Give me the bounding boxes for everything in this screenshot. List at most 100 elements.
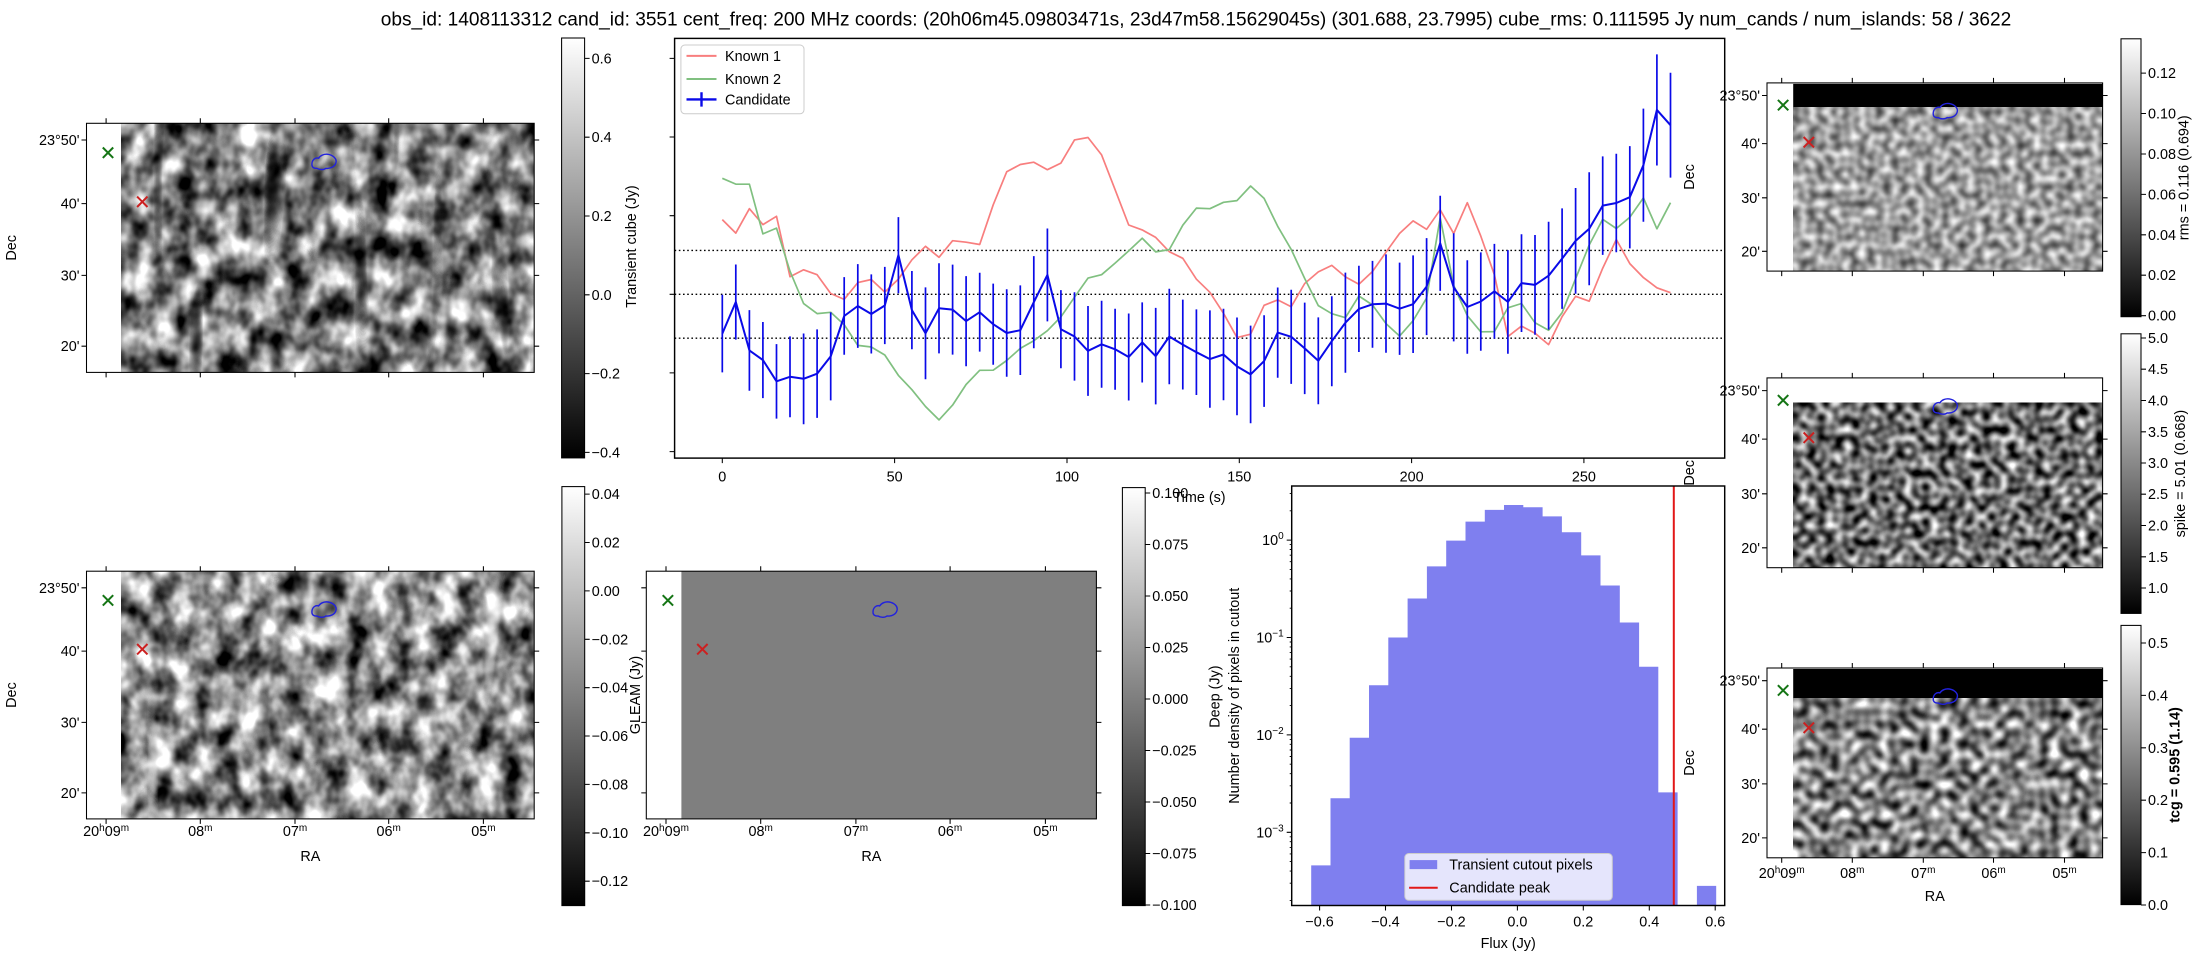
svg-text:23°50': 23°50' [1719, 384, 1760, 400]
svg-text:Dec: Dec [4, 682, 20, 708]
svg-text:Dec: Dec [1682, 460, 1698, 486]
svg-text:23°50': 23°50' [39, 133, 80, 149]
svg-text:−0.04: −0.04 [592, 681, 628, 697]
svg-text:−0.6: −0.6 [1305, 915, 1333, 931]
svg-text:0.2: 0.2 [592, 209, 612, 225]
svg-text:23°50': 23°50' [39, 581, 80, 597]
svg-text:40': 40' [61, 197, 80, 213]
svg-text:−0.10: −0.10 [592, 826, 628, 842]
svg-text:0.025: 0.025 [1152, 641, 1188, 657]
svg-text:−0.12: −0.12 [592, 874, 628, 890]
svg-text:0.04: 0.04 [2148, 228, 2176, 244]
svg-text:4.5: 4.5 [2148, 362, 2168, 378]
svg-text:20': 20' [1741, 541, 1760, 557]
svg-text:0.06: 0.06 [2148, 187, 2176, 203]
svg-text:20h09m: 20h09m [643, 823, 689, 840]
svg-text:0.1: 0.1 [2148, 846, 2168, 862]
svg-text:30': 30' [1741, 777, 1760, 793]
svg-text:−0.2: −0.2 [592, 367, 620, 383]
svg-text:23°50': 23°50' [1719, 89, 1760, 105]
svg-text:0.02: 0.02 [592, 536, 620, 552]
svg-text:0.2: 0.2 [1573, 915, 1593, 931]
svg-text:200: 200 [1400, 470, 1424, 486]
svg-text:0.08: 0.08 [2148, 147, 2176, 163]
svg-text:3.5: 3.5 [2148, 425, 2168, 441]
svg-text:0.4: 0.4 [2148, 688, 2168, 704]
svg-text:150: 150 [1227, 470, 1251, 486]
svg-text:250: 250 [1572, 470, 1596, 486]
svg-text:20': 20' [1741, 244, 1760, 260]
svg-text:20h09m: 20h09m [83, 823, 129, 840]
svg-text:tcg = 0.595 (1.14): tcg = 0.595 (1.14) [2167, 707, 2183, 823]
svg-text:−0.025: −0.025 [1152, 744, 1196, 760]
svg-text:0.10: 0.10 [2148, 107, 2176, 123]
svg-text:40': 40' [61, 644, 80, 660]
svg-text:1.5: 1.5 [2148, 550, 2168, 566]
svg-text:Transient cutout pixels: Transient cutout pixels [1449, 857, 1592, 873]
svg-text:20h09m: 20h09m [1759, 865, 1805, 882]
svg-text:40': 40' [1741, 137, 1760, 153]
svg-text:Dec: Dec [1682, 164, 1698, 190]
svg-text:Known 1: Known 1 [725, 49, 781, 65]
svg-text:0.04: 0.04 [592, 487, 620, 503]
svg-text:−0.02: −0.02 [592, 632, 628, 648]
svg-text:−0.050: −0.050 [1152, 795, 1196, 811]
svg-text:−0.06: −0.06 [592, 729, 628, 745]
svg-text:0.00: 0.00 [2148, 309, 2176, 325]
svg-text:1.0: 1.0 [2148, 581, 2168, 597]
svg-text:RA: RA [1925, 889, 1945, 905]
svg-text:0.02: 0.02 [2148, 268, 2176, 284]
svg-text:40': 40' [1741, 722, 1760, 738]
svg-text:0.0: 0.0 [592, 288, 612, 304]
svg-text:30': 30' [1741, 487, 1760, 503]
svg-text:Known 2: Known 2 [725, 72, 781, 88]
svg-text:RA: RA [861, 849, 881, 865]
svg-text:0.050: 0.050 [1152, 589, 1188, 605]
svg-text:−0.100: −0.100 [1152, 898, 1196, 914]
svg-text:30': 30' [61, 715, 80, 731]
svg-text:Transient cube (Jy): Transient cube (Jy) [624, 185, 640, 308]
svg-text:−0.08: −0.08 [592, 777, 628, 793]
svg-text:−0.075: −0.075 [1152, 847, 1196, 863]
svg-text:0.075: 0.075 [1152, 538, 1188, 554]
svg-text:−0.4: −0.4 [1371, 915, 1399, 931]
svg-text:Dec: Dec [4, 235, 20, 261]
svg-text:0.2: 0.2 [2148, 793, 2168, 809]
svg-text:−0.2: −0.2 [1437, 915, 1465, 931]
svg-text:50: 50 [887, 470, 903, 486]
svg-text:20': 20' [1741, 831, 1760, 847]
svg-text:0.4: 0.4 [1639, 915, 1659, 931]
svg-text:30': 30' [1741, 191, 1760, 207]
svg-text:0.00: 0.00 [592, 584, 620, 600]
svg-text:0.0: 0.0 [2148, 898, 2168, 914]
svg-text:0.6: 0.6 [1705, 915, 1725, 931]
svg-text:23°50': 23°50' [1719, 674, 1760, 690]
svg-text:2.5: 2.5 [2148, 487, 2168, 503]
svg-text:100: 100 [1055, 470, 1079, 486]
svg-text:30': 30' [61, 268, 80, 284]
svg-text:−0.4: −0.4 [592, 445, 620, 461]
svg-text:RA: RA [300, 849, 320, 865]
svg-text:Deep (Jy): Deep (Jy) [1208, 665, 1224, 727]
svg-text:0.100: 0.100 [1152, 486, 1188, 502]
svg-text:20': 20' [61, 339, 80, 355]
svg-text:Flux (Jy): Flux (Jy) [1481, 936, 1536, 952]
svg-text:GLEAM (Jy): GLEAM (Jy) [628, 656, 644, 734]
svg-text:0.000: 0.000 [1152, 692, 1188, 708]
svg-text:5.0: 5.0 [2148, 331, 2168, 347]
svg-text:Candidate peak: Candidate peak [1449, 881, 1551, 897]
svg-text:obs_id: 1408113312 cand_id: 35: obs_id: 1408113312 cand_id: 3551 cent_fr… [381, 10, 2011, 31]
svg-text:0.4: 0.4 [592, 130, 612, 146]
svg-text:Candidate: Candidate [725, 92, 791, 108]
svg-text:0.12: 0.12 [2148, 66, 2176, 82]
svg-text:0.0: 0.0 [1507, 915, 1527, 931]
svg-text:Number density of pixels in cu: Number density of pixels in cutout [1227, 588, 1243, 804]
svg-text:40': 40' [1741, 432, 1760, 448]
svg-text:0.5: 0.5 [2148, 636, 2168, 652]
svg-text:0.6: 0.6 [592, 51, 612, 67]
svg-text:3.0: 3.0 [2148, 456, 2168, 472]
svg-text:2.0: 2.0 [2148, 519, 2168, 535]
svg-text:Time (s): Time (s) [1173, 490, 1225, 506]
svg-text:rms = 0.116 (0.694): rms = 0.116 (0.694) [2176, 115, 2192, 240]
svg-text:0: 0 [718, 470, 726, 486]
